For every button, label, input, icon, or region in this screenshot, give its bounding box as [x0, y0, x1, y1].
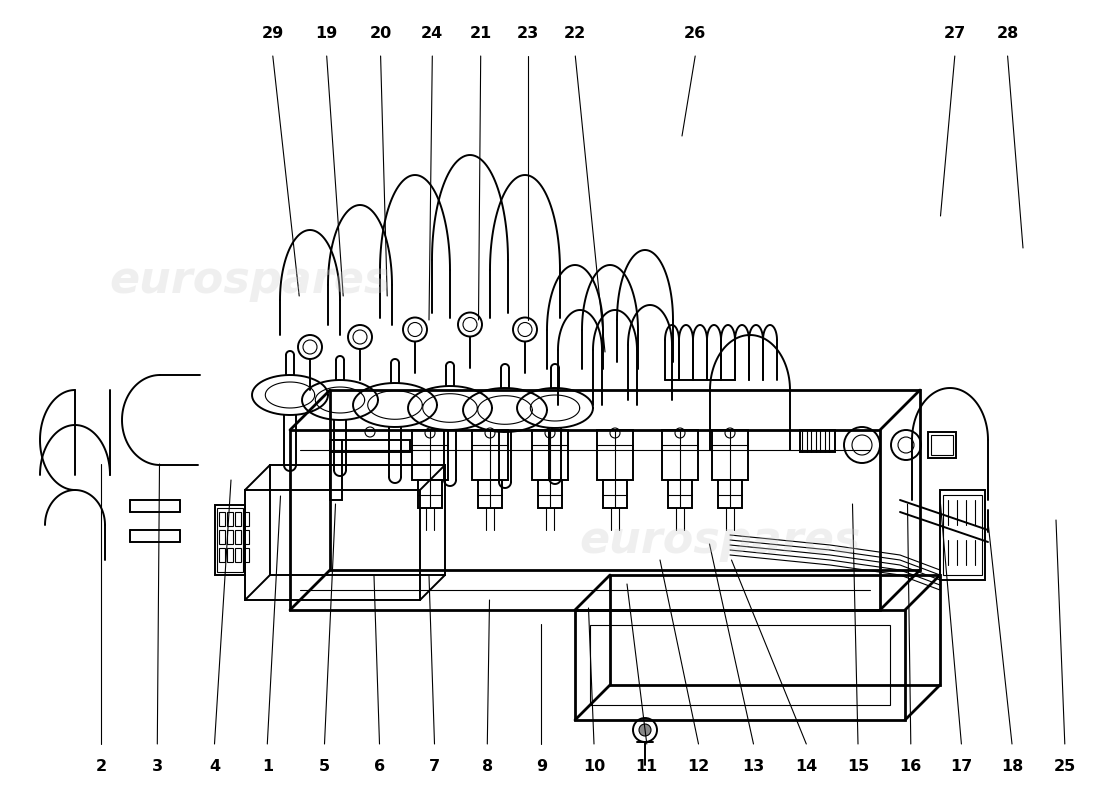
- Bar: [931, 435, 953, 455]
- Text: 2: 2: [96, 759, 107, 774]
- Bar: [227, 512, 233, 526]
- Text: 1: 1: [262, 759, 273, 774]
- Bar: [290, 430, 880, 610]
- Bar: [219, 548, 225, 562]
- Bar: [270, 465, 446, 575]
- Text: 23: 23: [517, 26, 539, 41]
- Text: 22: 22: [564, 26, 586, 41]
- Bar: [412, 430, 448, 480]
- Bar: [575, 610, 905, 720]
- Text: 11: 11: [636, 759, 658, 774]
- Bar: [418, 480, 442, 508]
- Bar: [610, 575, 940, 685]
- Bar: [712, 430, 748, 480]
- Bar: [668, 480, 692, 508]
- Bar: [590, 625, 890, 705]
- Bar: [330, 440, 410, 452]
- Text: 5: 5: [319, 759, 330, 774]
- Text: 8: 8: [482, 759, 493, 774]
- Bar: [245, 490, 420, 600]
- Bar: [940, 490, 984, 580]
- Text: 21: 21: [470, 26, 492, 41]
- Bar: [662, 430, 698, 480]
- Bar: [603, 480, 627, 508]
- Bar: [219, 512, 225, 526]
- Bar: [478, 480, 502, 508]
- Text: 7: 7: [429, 759, 440, 774]
- Text: 25: 25: [1054, 759, 1076, 774]
- Bar: [718, 480, 743, 508]
- Bar: [214, 505, 245, 575]
- Text: eurospares: eurospares: [109, 258, 390, 302]
- Text: 14: 14: [795, 759, 817, 774]
- Bar: [235, 512, 241, 526]
- Bar: [243, 548, 249, 562]
- Text: 4: 4: [209, 759, 220, 774]
- Bar: [219, 530, 225, 544]
- Text: 29: 29: [262, 26, 284, 41]
- Text: 15: 15: [847, 759, 869, 774]
- Bar: [243, 512, 249, 526]
- Bar: [532, 430, 568, 480]
- Bar: [330, 440, 342, 500]
- Bar: [235, 530, 241, 544]
- Bar: [235, 548, 241, 562]
- Circle shape: [639, 724, 651, 736]
- Text: eurospares: eurospares: [580, 518, 860, 562]
- Bar: [227, 548, 233, 562]
- Bar: [928, 432, 956, 458]
- Text: 9: 9: [536, 759, 547, 774]
- Text: 17: 17: [950, 759, 972, 774]
- Text: 28: 28: [997, 26, 1019, 41]
- Text: 16: 16: [900, 759, 922, 774]
- Bar: [330, 390, 920, 570]
- Text: 6: 6: [374, 759, 385, 774]
- Text: 19: 19: [316, 26, 338, 41]
- Text: 10: 10: [583, 759, 605, 774]
- Bar: [538, 480, 562, 508]
- Bar: [243, 530, 249, 544]
- Text: 24: 24: [421, 26, 443, 41]
- Bar: [943, 495, 982, 575]
- Text: 18: 18: [1001, 759, 1023, 774]
- Text: 20: 20: [370, 26, 392, 41]
- Bar: [800, 430, 835, 452]
- Bar: [227, 530, 233, 544]
- Bar: [217, 508, 243, 572]
- Text: 26: 26: [684, 26, 706, 41]
- Text: 27: 27: [944, 26, 966, 41]
- Bar: [472, 430, 508, 480]
- Text: 3: 3: [152, 759, 163, 774]
- Text: 13: 13: [742, 759, 764, 774]
- Bar: [597, 430, 632, 480]
- Text: 12: 12: [688, 759, 710, 774]
